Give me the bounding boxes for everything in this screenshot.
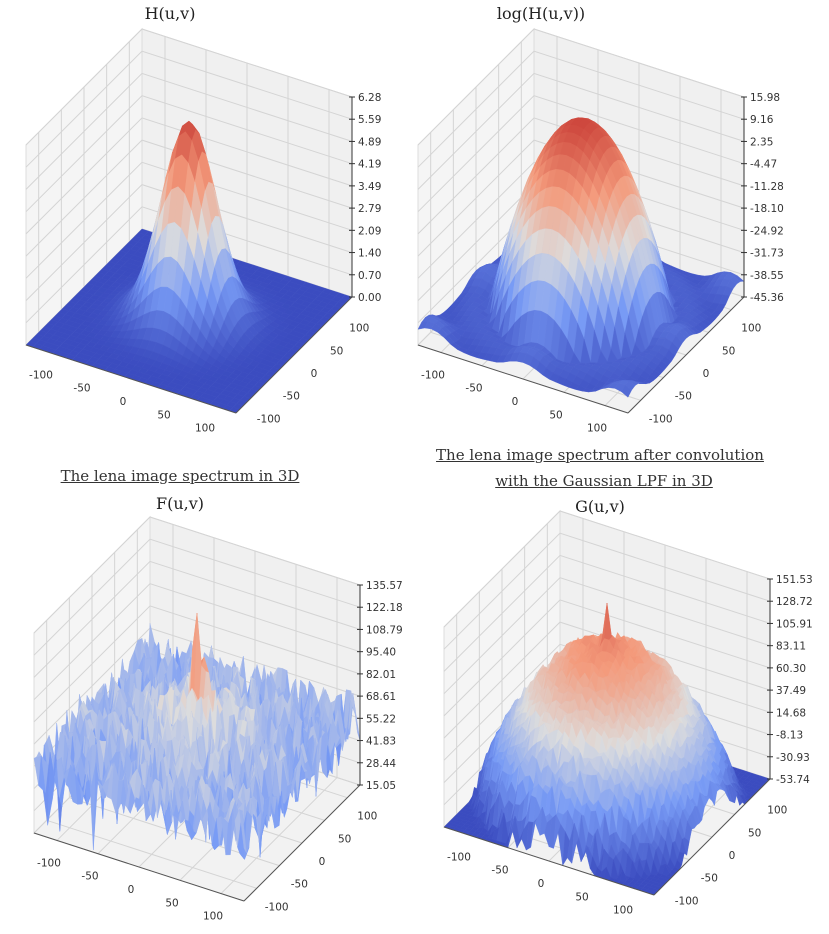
z-tick-label: -38.55	[750, 270, 784, 282]
z-tick-label: 41.83	[366, 736, 396, 748]
z-tick-label: 108.79	[366, 624, 403, 636]
gridline-z	[25, 95, 353, 213]
subplot-2: -100-50050100-100-50050100-45.36-38.55-3…	[417, 27, 784, 435]
y-tick-label: 0	[703, 368, 710, 380]
gridline-z	[25, 206, 353, 324]
x-tick-label: -50	[73, 383, 90, 395]
z-tick-label: 5.59	[358, 114, 381, 126]
x-tick-label: 0	[128, 884, 135, 896]
x-tick-label: 50	[157, 409, 170, 421]
surface	[417, 117, 745, 398]
y-tick-label: 50	[338, 833, 351, 845]
x-tick-label: -50	[81, 871, 98, 883]
gridline-z	[417, 139, 745, 257]
x-tick-label: -50	[465, 383, 482, 395]
subplot-3: -100-50050100-100-5005010015.0528.4441.8…	[33, 515, 403, 923]
z-tick-label: 4.89	[358, 136, 381, 148]
y-axis-line	[235, 296, 353, 414]
z-tick-label: -45.36	[750, 292, 784, 304]
x-tick-label: 100	[195, 423, 215, 435]
z-tick-label: -24.92	[750, 225, 784, 237]
gridline-z	[25, 117, 353, 235]
z-tick-label: 6.28	[358, 92, 381, 104]
y-tick-label: -100	[649, 413, 673, 425]
z-tick-label: 1.40	[358, 248, 381, 260]
gridline-z	[25, 184, 353, 301]
z-tick-label: 2.35	[750, 136, 773, 148]
z-tick-label: 135.57	[366, 580, 403, 592]
x-tick-label: 50	[549, 409, 562, 421]
z-tick-label: 4.19	[358, 159, 381, 171]
gridline-z	[417, 161, 745, 279]
gridline-z	[25, 72, 353, 190]
gridline-z	[25, 139, 353, 257]
x-tick-label: 0	[512, 396, 519, 408]
z-tick-label: 15.05	[366, 780, 396, 792]
x-tick-label: -100	[37, 857, 61, 869]
gridline-z	[25, 28, 353, 146]
y-tick-label: -100	[257, 413, 281, 425]
z-tick-label: -18.10	[750, 203, 784, 215]
y-tick-label: -50	[291, 879, 308, 891]
z-tick-label: -11.28	[750, 181, 784, 193]
x-axis-line	[25, 344, 237, 414]
z-tick-label: 95.40	[366, 647, 396, 659]
z-tick-label: 2.09	[358, 225, 381, 237]
z-tick-label: -31.73	[750, 248, 784, 260]
z-tick-label: 15.98	[750, 92, 780, 104]
gridline-z	[417, 95, 745, 213]
z-tick-label: 9.16	[750, 114, 774, 126]
z-tick-label: 0.00	[358, 292, 381, 304]
gridline-z	[417, 28, 745, 146]
gridline-z	[25, 161, 353, 279]
subplot-4: -100-50050100-100-50050100-53.74-30.93-8…	[443, 509, 813, 917]
x-tick-label: 50	[165, 897, 178, 909]
y-tick-label: -50	[675, 391, 692, 403]
x-tick-label: -100	[29, 369, 53, 381]
z-tick-label: 28.44	[366, 758, 396, 770]
z-tick-label: 55.22	[366, 713, 396, 725]
x-tick-label: 100	[203, 911, 223, 923]
y-tick-label: -50	[283, 391, 300, 403]
gridline-z	[25, 50, 353, 168]
z-tick-label: 122.18	[366, 602, 403, 614]
y-tick-label: -100	[265, 901, 289, 913]
gridline-z	[417, 117, 745, 235]
y-tick-label: 0	[319, 856, 326, 868]
y-tick-label: 100	[741, 323, 761, 335]
z-tick-label: 68.61	[366, 691, 396, 703]
y-tick-label: 100	[349, 323, 369, 335]
surface	[25, 120, 353, 414]
z-tick-label: 82.01	[366, 669, 396, 681]
z-tick-label: 3.49	[358, 181, 381, 193]
x-tick-label: -100	[421, 369, 445, 381]
z-tick-label: 0.70	[358, 270, 381, 282]
y-tick-label: 0	[311, 368, 318, 380]
y-tick-label: 50	[722, 345, 735, 357]
x-tick-label: 100	[587, 423, 607, 435]
subplot-1: -100-50050100-100-500501000.000.701.402.…	[25, 27, 381, 435]
y-tick-label: 50	[330, 345, 343, 357]
gridline-z	[417, 72, 745, 190]
x-tick-label: 0	[120, 396, 127, 408]
gridline-z	[417, 50, 745, 168]
z-tick-label: -4.47	[750, 159, 777, 171]
y-tick-label: 100	[357, 811, 377, 823]
z-tick-label: 2.79	[358, 203, 381, 215]
